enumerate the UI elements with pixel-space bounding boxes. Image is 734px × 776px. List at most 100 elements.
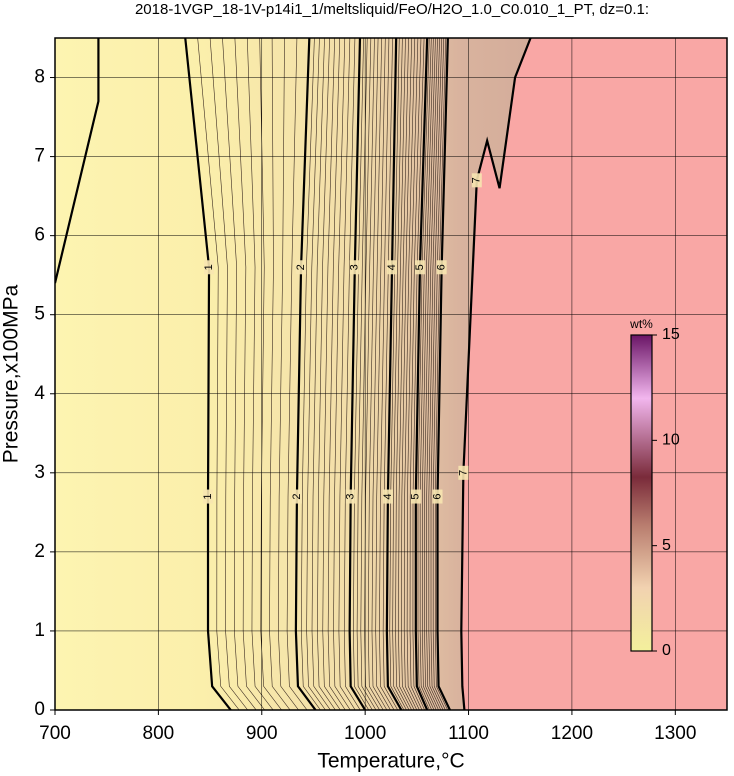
contour-label-bg	[349, 260, 360, 275]
x-tick-label: 1300	[654, 723, 696, 744]
x-tick-label: 1100	[448, 723, 489, 744]
minor-contour	[426, 38, 439, 710]
contour-label-bg	[291, 489, 302, 504]
minor-contour	[360, 38, 377, 710]
contour-line	[55, 38, 232, 710]
contour-label: 2	[291, 493, 303, 499]
contour-label-bg	[471, 173, 482, 188]
minor-contour	[422, 38, 435, 710]
contour-label: 4	[382, 493, 394, 499]
colorbar	[630, 334, 653, 652]
minor-contour	[353, 38, 370, 710]
minor-contour	[419, 38, 433, 710]
minor-contour	[209, 38, 248, 710]
minor-contour	[246, 38, 274, 710]
minor-contour	[409, 38, 423, 710]
contour-line	[385, 38, 403, 710]
y-tick-label: 3	[34, 462, 45, 483]
minor-contour	[343, 38, 361, 710]
y-tick-label: 1	[34, 620, 45, 641]
contour-label: 1	[202, 493, 214, 499]
minor-contour	[278, 38, 299, 710]
chart-title: 2018-1VGP_18-1V-p14i1_1/meltsliquid/FeO/…	[135, 1, 649, 18]
minor-contour	[389, 38, 405, 710]
minor-contour	[430, 38, 444, 710]
minor-contour	[375, 38, 391, 710]
minor-contour	[403, 38, 418, 710]
minor-contour	[367, 38, 384, 710]
contour-line	[414, 38, 429, 710]
contour-label: 5	[414, 264, 426, 270]
plot-area: 1 1 2 2 3 3 4 4 5 5 6 6 7 7	[55, 38, 727, 710]
plot-frame	[54, 37, 728, 711]
y-tick-label: 4	[34, 383, 45, 404]
contour-label: 1	[203, 264, 215, 270]
colorbar-tick-label: 15	[662, 326, 680, 343]
minor-contour	[222, 38, 257, 710]
minor-contour	[398, 38, 412, 710]
axes: 700 800 900 1000 1100 1200 1300012345678wt%051…	[34, 37, 728, 744]
contour-label: 2	[295, 264, 307, 270]
contour-label: 3	[349, 264, 361, 270]
contour-label: 6	[436, 264, 448, 270]
minor-contour	[392, 38, 407, 710]
minor-contour	[338, 38, 356, 710]
minor-contour	[322, 38, 341, 710]
x-axis-label: Temperature,°C	[317, 750, 464, 773]
minor-contour	[259, 38, 282, 710]
minor-contour	[306, 38, 326, 710]
minor-contour	[401, 38, 415, 710]
x-tick-label: 1200	[551, 723, 593, 744]
contour-label-bg	[382, 489, 393, 504]
minor-contour	[311, 38, 331, 710]
x-tick-label: 1000	[344, 723, 386, 744]
contour-label: 3	[345, 493, 357, 499]
minor-contour	[417, 38, 430, 710]
minor-contour	[382, 38, 398, 710]
minor-contour	[379, 38, 395, 710]
contour-label-bg	[432, 489, 443, 504]
contour-label: 7	[471, 177, 483, 183]
minor-contour	[327, 38, 346, 710]
minor-contour	[234, 38, 265, 710]
contour-label: 5	[410, 493, 422, 499]
colorbar-tick-label: 0	[662, 642, 671, 659]
y-tick-label: 6	[34, 225, 45, 246]
minor-contour	[356, 38, 373, 710]
contour-label-bg	[387, 260, 398, 275]
contour-label-bg	[204, 260, 215, 275]
x-tick-label: 700	[39, 723, 71, 744]
contour-line	[294, 38, 317, 710]
y-axis-label: Pressure,x100MPa	[0, 284, 23, 463]
saturated-region	[461, 38, 727, 710]
contour-label-bg	[296, 260, 307, 275]
y-tick-label: 5	[34, 304, 45, 325]
minor-contour	[333, 38, 351, 710]
contour-label-bg	[414, 260, 425, 275]
x-tick-label: 800	[143, 723, 175, 744]
minor-contour	[286, 38, 308, 710]
colorbar-tick-label: 5	[662, 537, 671, 554]
minor-contour	[300, 38, 321, 710]
y-tick-label: 7	[34, 146, 45, 167]
contour-label-bg	[203, 489, 214, 504]
contour-label: 7	[457, 470, 469, 476]
contour-label: 6	[431, 493, 443, 499]
y-tick-label: 8	[34, 67, 45, 88]
minor-contour	[428, 38, 442, 710]
minor-contour	[395, 38, 410, 710]
minor-contour	[371, 38, 388, 710]
minor-contour	[269, 38, 291, 710]
contour-label-bg	[345, 489, 356, 504]
colorbar-tick-label: 10	[662, 432, 680, 449]
contour-line	[436, 38, 451, 710]
y-tick-label: 0	[34, 699, 45, 720]
y-tick-label: 2	[34, 541, 45, 562]
minor-contour	[412, 38, 425, 710]
contour-label: 4	[386, 264, 398, 270]
minor-contour	[406, 38, 420, 710]
x-tick-label: 900	[246, 723, 278, 744]
minor-contour	[197, 38, 240, 710]
minor-contour	[317, 38, 336, 710]
